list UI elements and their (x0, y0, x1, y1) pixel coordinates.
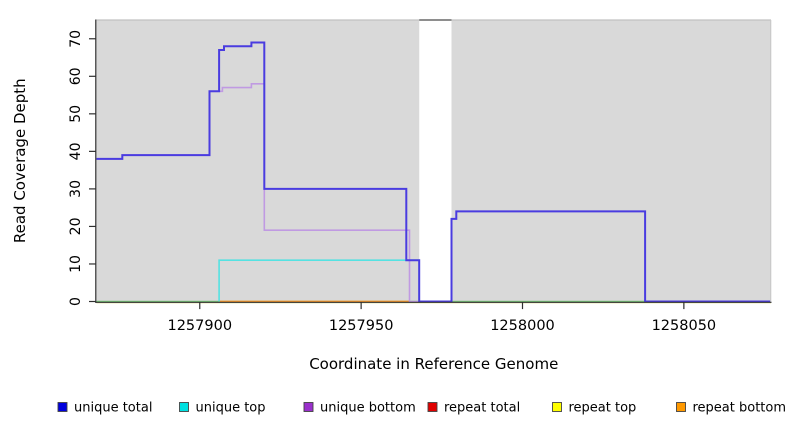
legend-label-5: repeat top (569, 401, 637, 416)
panel-border (96, 19, 772, 303)
x-tick-label: 1257900 (167, 318, 232, 334)
y-tick-label: 40 (68, 142, 84, 160)
x-tick-label: 1257950 (329, 318, 394, 334)
legend-label-4: repeat total (444, 401, 520, 416)
x-tick-label: 1258050 (652, 318, 717, 334)
y-axis: 0 10 20 30 40 50 60 70 (68, 19, 97, 306)
legend-label-6: repeat bottom (693, 401, 787, 416)
legend-swatch-3 (303, 402, 314, 412)
x-axis: 1257900 1257950 1258000 1258050 (95, 301, 772, 334)
y-tick-label: 10 (68, 255, 84, 273)
y-tick-label: 50 (68, 105, 84, 123)
coverage-gap (419, 20, 452, 303)
axis-titles: Coordinate in Reference Genome Read Cover… (11, 78, 558, 373)
legend-label-1: unique total (74, 401, 152, 416)
x-tick-label: 1258000 (490, 318, 555, 334)
legend-swatch-4 (427, 402, 438, 412)
legend-swatch-6 (676, 402, 686, 412)
y-tick-label: 70 (68, 30, 84, 48)
y-tick-label: 60 (68, 67, 84, 85)
legend: unique total unique top unique bottom repea… (57, 401, 787, 416)
y-tick-label: 0 (68, 297, 84, 306)
gap-band (419, 20, 452, 303)
y-tick-label: 30 (68, 180, 84, 198)
legend-label-2: unique top (196, 401, 266, 416)
legend-label-3: unique bottom (320, 401, 416, 416)
legend-swatch-1 (57, 402, 68, 412)
legend-swatch-2 (179, 402, 189, 412)
x-axis-title: Coordinate in Reference Genome (309, 355, 558, 373)
y-axis-title: Read Coverage Depth (11, 78, 29, 243)
series-line-unique-total (96, 41, 771, 303)
legend-swatch-5 (552, 402, 562, 412)
y-tick-label: 20 (68, 217, 84, 235)
